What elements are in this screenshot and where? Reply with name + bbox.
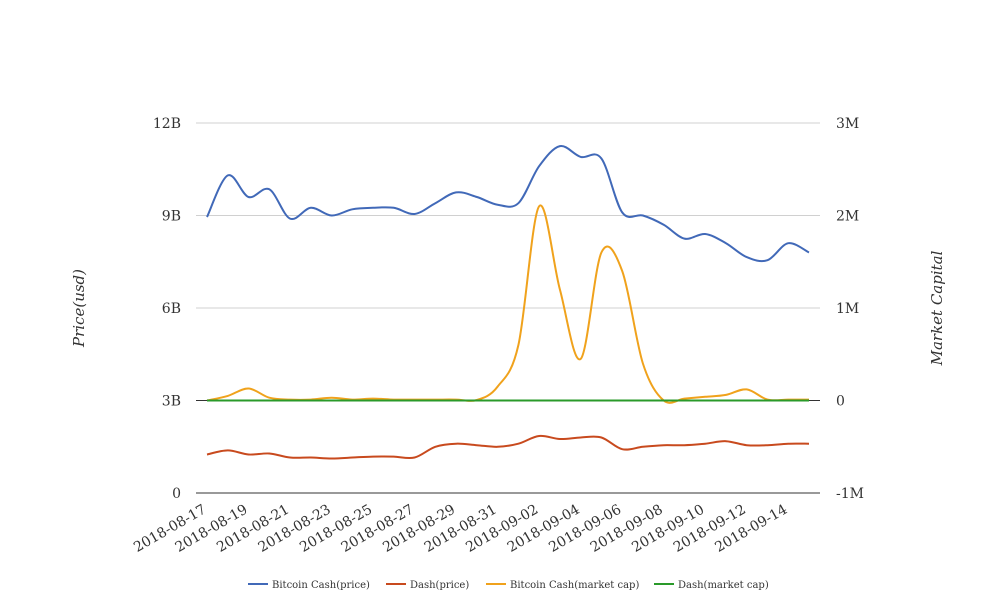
left-axis-title: Price(usd) [70, 269, 88, 348]
legend: Bitcoin Cash(price) Dash(price) Bitcoin Ca… [248, 580, 769, 591]
legend-label: Dash(market cap) [678, 580, 769, 591]
left-tick-label: 0 [172, 486, 181, 502]
left-tick-label: 9B [162, 209, 181, 225]
left-tick-label: 6B [162, 301, 181, 317]
gridlines [196, 122, 820, 494]
legend-label: Dash(price) [410, 580, 469, 591]
right-tick-label: -1M [836, 486, 864, 502]
left-tick-label: 3B [162, 394, 181, 410]
x-axis-ticks: 2018-08-172018-08-192018-08-212018-08-23… [131, 502, 790, 556]
series-line-bitcoin-cash-market-cap [206, 204, 809, 404]
right-axis-title: Market Capital [928, 250, 946, 366]
series-line-bitcoin-cash-price [206, 145, 810, 263]
right-tick-label: 3M [836, 116, 859, 132]
series-line-dash-price [206, 434, 810, 460]
legend-label: Bitcoin Cash(price) [272, 580, 370, 591]
series-lines [206, 145, 810, 460]
right-tick-label: 1M [836, 301, 859, 317]
left-tick-label: 12B [153, 116, 181, 132]
right-tick-label: 0 [836, 394, 845, 410]
right-tick-label: 2M [836, 209, 859, 225]
right-axis-ticks: -1M 0 1M 2M 3M [836, 116, 864, 502]
left-axis-ticks: 0 3B 6B 9B 12B [153, 116, 181, 502]
legend-label: Bitcoin Cash(market cap) [510, 580, 639, 591]
